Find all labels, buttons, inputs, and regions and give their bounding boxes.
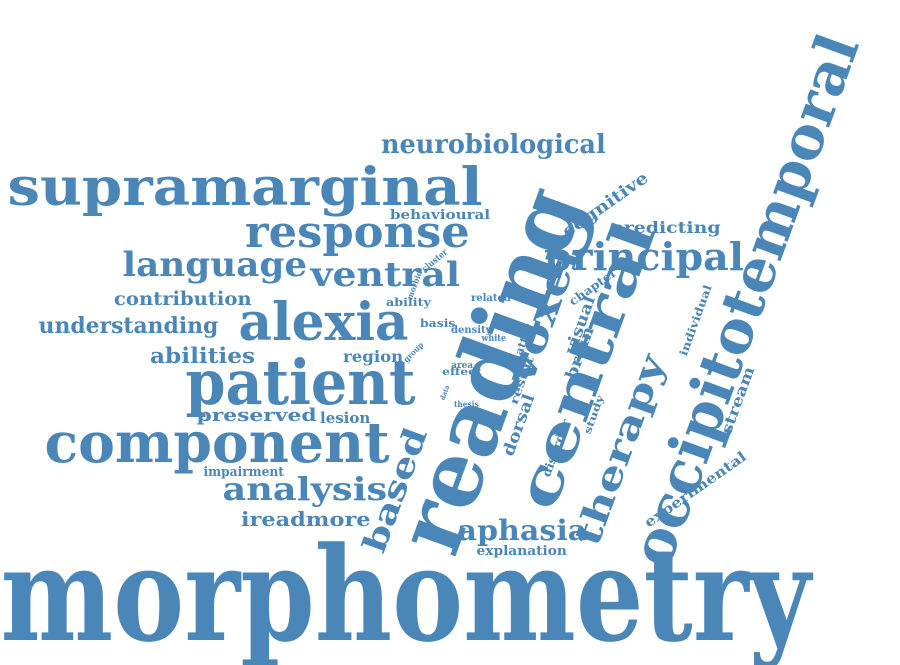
word-effect: effect [442, 367, 482, 378]
word-ventral: ventral [310, 255, 460, 295]
word-aphasia: aphasia [457, 514, 587, 547]
word-response: response [244, 207, 470, 258]
word-alexia: alexia [238, 292, 408, 353]
word-impairment: impairment [203, 464, 284, 480]
word-neurobiological: neurobiological [380, 130, 606, 160]
word-behavioural: behavioural [389, 207, 491, 223]
word-understanding: understanding [38, 313, 218, 339]
word-predicting: predicting [609, 218, 721, 237]
word-supramarginal: supramarginal [7, 157, 483, 218]
word-area: area [451, 360, 474, 371]
word-lesion: lesion [320, 408, 371, 427]
word-related: related [471, 293, 511, 304]
word-basis: basis [419, 316, 455, 330]
word-patient: patient [184, 346, 415, 419]
word-occipitotemporal: occipitotemporal [617, 25, 873, 575]
word-white: white [481, 333, 507, 344]
word-morphometry: morphometry [0, 518, 811, 665]
word-analysis: analysis [222, 470, 388, 508]
word-explanation: explanation [475, 543, 567, 559]
word-language: language [122, 245, 308, 285]
word-ireadmore: ireadmore [241, 507, 371, 531]
word-contribution: contribution [113, 287, 252, 310]
word-abilities: abilities [149, 342, 255, 368]
word-region: region [343, 347, 404, 366]
word-preserved: preserved [195, 405, 317, 426]
word-density: density [451, 325, 492, 336]
word-thesis: thesis [453, 399, 479, 409]
word-ability: ability [385, 295, 431, 309]
word-component: component [44, 410, 390, 476]
word-principal: principal [543, 234, 744, 279]
